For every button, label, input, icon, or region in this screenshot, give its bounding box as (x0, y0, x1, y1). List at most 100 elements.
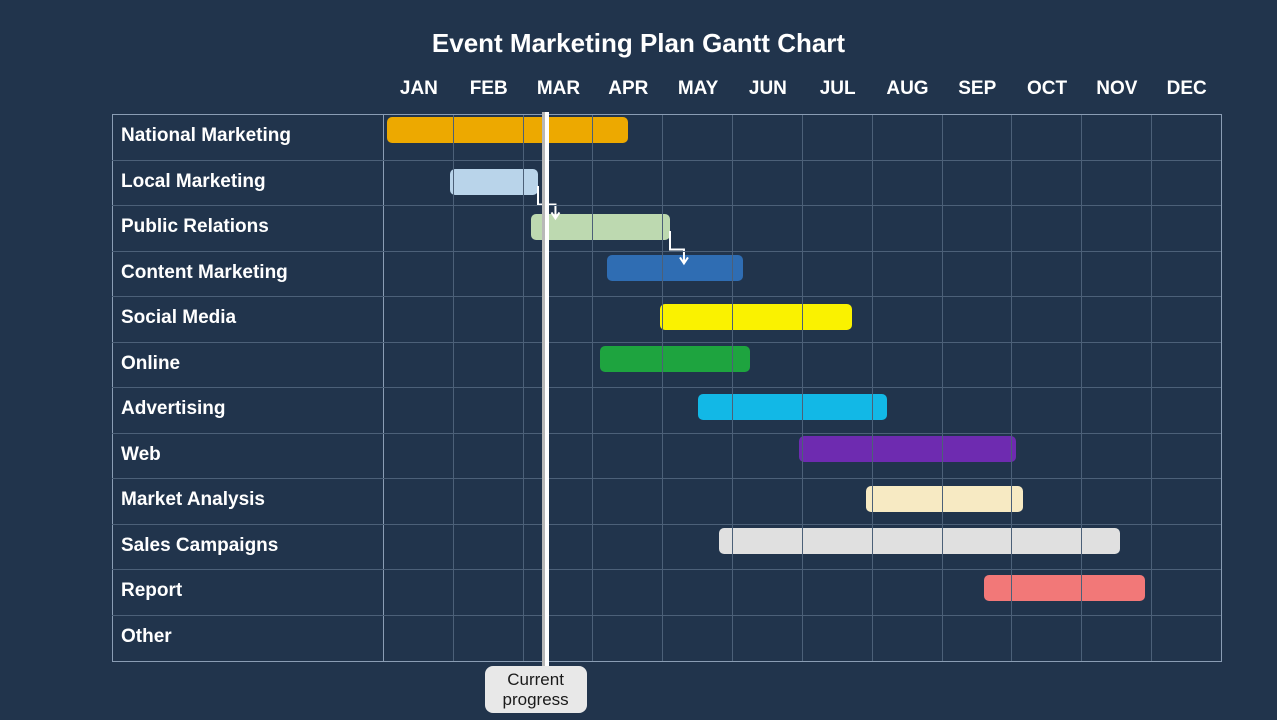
grid-cell (943, 570, 1013, 615)
grid-cell (803, 115, 873, 160)
grid-cell (1082, 525, 1152, 570)
grid-cell (1152, 525, 1221, 570)
month-header: JUL (803, 78, 873, 100)
grid-cell (733, 343, 803, 388)
row-cells (384, 161, 1221, 206)
grid-cell (803, 479, 873, 524)
month-header: APR (593, 78, 663, 100)
task-label: National Marketing (112, 115, 384, 160)
grid-cell (593, 206, 663, 251)
grid-cell (384, 479, 454, 524)
grid-cell (943, 525, 1013, 570)
grid-cell (384, 616, 454, 662)
grid-cell (663, 525, 733, 570)
grid-cell (803, 252, 873, 297)
gantt-row: Advertising (112, 388, 1221, 434)
grid-cell (524, 616, 594, 662)
grid-cell (873, 434, 943, 479)
grid-cell (454, 115, 524, 160)
grid-cell (454, 479, 524, 524)
grid-cell (733, 297, 803, 342)
grid-cell (524, 570, 594, 615)
grid-cell (1012, 570, 1082, 615)
grid-cell (1152, 434, 1221, 479)
grid-cell (593, 434, 663, 479)
grid-cell (524, 479, 594, 524)
grid-cell (663, 206, 733, 251)
grid-cell (1012, 252, 1082, 297)
grid-cell (943, 206, 1013, 251)
grid-cell (943, 252, 1013, 297)
grid-cell (663, 115, 733, 160)
grid-cell (1082, 297, 1152, 342)
month-header-row: JANFEBMARAPRMAYJUNJULAUGSEPOCTNOVDEC (112, 78, 1222, 114)
row-cells (384, 616, 1221, 662)
progress-label-line2: progress (503, 690, 569, 709)
grid-cell (803, 388, 873, 433)
grid-cell (593, 616, 663, 662)
grid-cell (1082, 343, 1152, 388)
progress-label-line1: Current (507, 670, 564, 689)
grid-cell (803, 616, 873, 662)
grid-cell (1082, 388, 1152, 433)
month-header: SEP (942, 78, 1012, 100)
row-cells (384, 388, 1221, 433)
grid-cell (733, 206, 803, 251)
grid-cell (873, 570, 943, 615)
month-header: NOV (1082, 78, 1152, 100)
grid-cell (1082, 115, 1152, 160)
grid-cell (943, 616, 1013, 662)
grid-cell (454, 252, 524, 297)
row-cells (384, 570, 1221, 615)
gantt-chart: JANFEBMARAPRMAYJUNJULAUGSEPOCTNOVDEC Nat… (112, 78, 1222, 662)
grid-cell (663, 616, 733, 662)
grid-cell (593, 388, 663, 433)
grid-cell (1012, 616, 1082, 662)
grid-cell (663, 252, 733, 297)
gantt-row: Online (112, 343, 1221, 389)
month-header: JUN (733, 78, 803, 100)
grid-cell (1152, 297, 1221, 342)
grid-cell (593, 161, 663, 206)
grid-cell (593, 525, 663, 570)
grid-cell (1082, 252, 1152, 297)
grid-cell (663, 388, 733, 433)
grid-cell (454, 206, 524, 251)
grid-cell (943, 161, 1013, 206)
grid-cell (1152, 206, 1221, 251)
grid-cell (943, 434, 1013, 479)
grid-cell (454, 343, 524, 388)
grid-cell (1152, 343, 1221, 388)
grid-cell (1152, 616, 1221, 662)
grid-cell (1012, 161, 1082, 206)
grid-cell (873, 161, 943, 206)
grid-cell (803, 206, 873, 251)
row-cells (384, 479, 1221, 524)
grid-cell (803, 434, 873, 479)
grid-cell (1082, 206, 1152, 251)
row-cells (384, 434, 1221, 479)
grid-cell (384, 570, 454, 615)
grid-cell (1082, 479, 1152, 524)
grid-cell (663, 297, 733, 342)
grid-cell (733, 252, 803, 297)
task-label: Other (112, 616, 384, 662)
grid-cell (943, 479, 1013, 524)
grid-cell (1082, 616, 1152, 662)
grid-cell (454, 297, 524, 342)
task-label: Online (112, 343, 384, 388)
row-cells (384, 525, 1221, 570)
grid-cell (803, 570, 873, 615)
grid-cell (943, 297, 1013, 342)
grid-cell (873, 252, 943, 297)
row-cells (384, 297, 1221, 342)
grid-cell (384, 434, 454, 479)
gantt-row: Sales Campaigns (112, 525, 1221, 571)
grid-cell (873, 343, 943, 388)
grid-cell (384, 161, 454, 206)
chart-title: Event Marketing Plan Gantt Chart (0, 28, 1277, 59)
grid-cell (593, 479, 663, 524)
grid-cell (454, 616, 524, 662)
grid-cell (1152, 570, 1221, 615)
grid-cell (1012, 525, 1082, 570)
